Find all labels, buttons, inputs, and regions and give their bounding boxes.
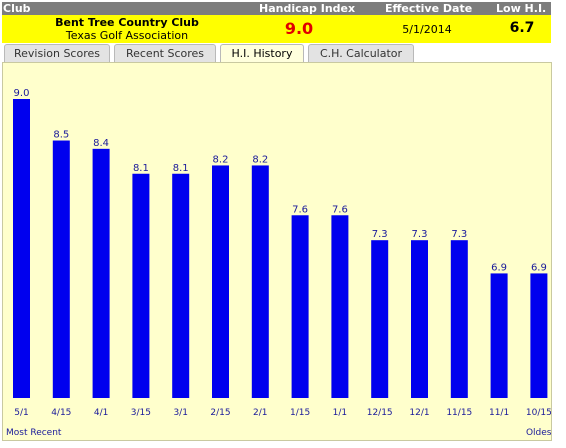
low-hi-value: 6.7: [509, 20, 535, 36]
bar-4/15: [52, 140, 70, 398]
bar-4/1: [92, 148, 110, 398]
handicap-index-value: 9.0: [284, 19, 314, 38]
tab-recent-scores[interactable]: Recent Scores: [114, 44, 216, 62]
x-tick-label: 12/15: [367, 408, 393, 418]
x-tick-label: 5/1: [14, 408, 28, 418]
tab-ch-calculator[interactable]: C.H. Calculator: [308, 44, 414, 62]
hi-history-panel: 9.0 5/1 8.5 4/15 8.4 4/1 8.1 3/15 8.1 3/1 8.2 2/15 8…: [2, 62, 552, 441]
bar-12/15: [371, 240, 389, 398]
bar-11/1: [490, 273, 508, 398]
bar-1/1: [331, 215, 349, 398]
club-header: Club: [3, 2, 31, 15]
bar-3/15: [132, 173, 150, 398]
x-tick-label: 4/1: [94, 408, 108, 418]
most-recent-label: Most Recent: [6, 428, 62, 438]
effective-date-value: 5/1/2014: [402, 23, 452, 36]
x-tick-label: 11/1: [489, 408, 509, 418]
bar-1/15: [291, 215, 309, 398]
hi-history-chart: 9.0 5/1 8.5 4/15 8.4 4/1 8.1 3/15 8.1 3/1 8.2 2/15 8…: [6, 88, 551, 438]
bar-10/15: [530, 273, 548, 398]
association-name: Texas Golf Association: [65, 29, 189, 42]
bar-value-label: 9.0: [14, 88, 30, 99]
x-tick-label: 3/15: [131, 408, 151, 418]
x-tick-label: 3/1: [173, 408, 187, 418]
bar-value-label: 8.2: [252, 154, 268, 165]
bar-value-label: 8.4: [93, 138, 109, 149]
low-hi-header: Low H.I.: [496, 2, 547, 15]
x-tick-label: 2/15: [210, 408, 230, 418]
bar-value-label: 6.9: [531, 262, 547, 273]
bar-value-label: 7.3: [372, 229, 388, 240]
bar-value-label: 8.5: [53, 130, 69, 141]
bar-value-label: 7.3: [412, 229, 428, 240]
bar-value-label: 7.3: [451, 229, 467, 240]
bar-value-label: 8.2: [213, 154, 229, 165]
bar-value-label: 8.1: [133, 163, 149, 174]
handicap-index-header: Handicap Index: [259, 2, 356, 15]
bar-2/1: [251, 165, 269, 398]
bar-value-label: 8.1: [173, 163, 189, 174]
header-row: Club Handicap Index Effective Date Low H…: [2, 2, 551, 15]
x-tick-label: 12/1: [409, 408, 429, 418]
x-tick-label: 1/1: [333, 408, 347, 418]
x-tick-label: 1/15: [290, 408, 310, 418]
oldest-label: Oldest: [526, 428, 551, 438]
bar-value-label: 7.6: [332, 204, 348, 215]
bar-12/1: [411, 240, 428, 398]
bar-3/1: [172, 173, 190, 398]
bar-5/1: [13, 99, 30, 398]
x-tick-label: 10/15: [526, 408, 551, 418]
bar-value-label: 7.6: [292, 204, 308, 215]
club-name: Bent Tree Country Club: [55, 16, 199, 29]
tab-revision-scores[interactable]: Revision Scores: [4, 44, 110, 62]
effective-date-header: Effective Date: [385, 2, 473, 15]
info-row: Bent Tree Country Club Texas Golf Associ…: [2, 15, 551, 43]
x-tick-label: 11/15: [446, 408, 472, 418]
x-tick-label: 4/15: [51, 408, 71, 418]
bar-value-label: 6.9: [491, 262, 507, 273]
bar-11/15: [450, 240, 468, 398]
tab-hi-history[interactable]: H.I. History: [220, 44, 304, 63]
x-tick-label: 2/1: [253, 408, 267, 418]
bar-2/15: [212, 165, 229, 398]
